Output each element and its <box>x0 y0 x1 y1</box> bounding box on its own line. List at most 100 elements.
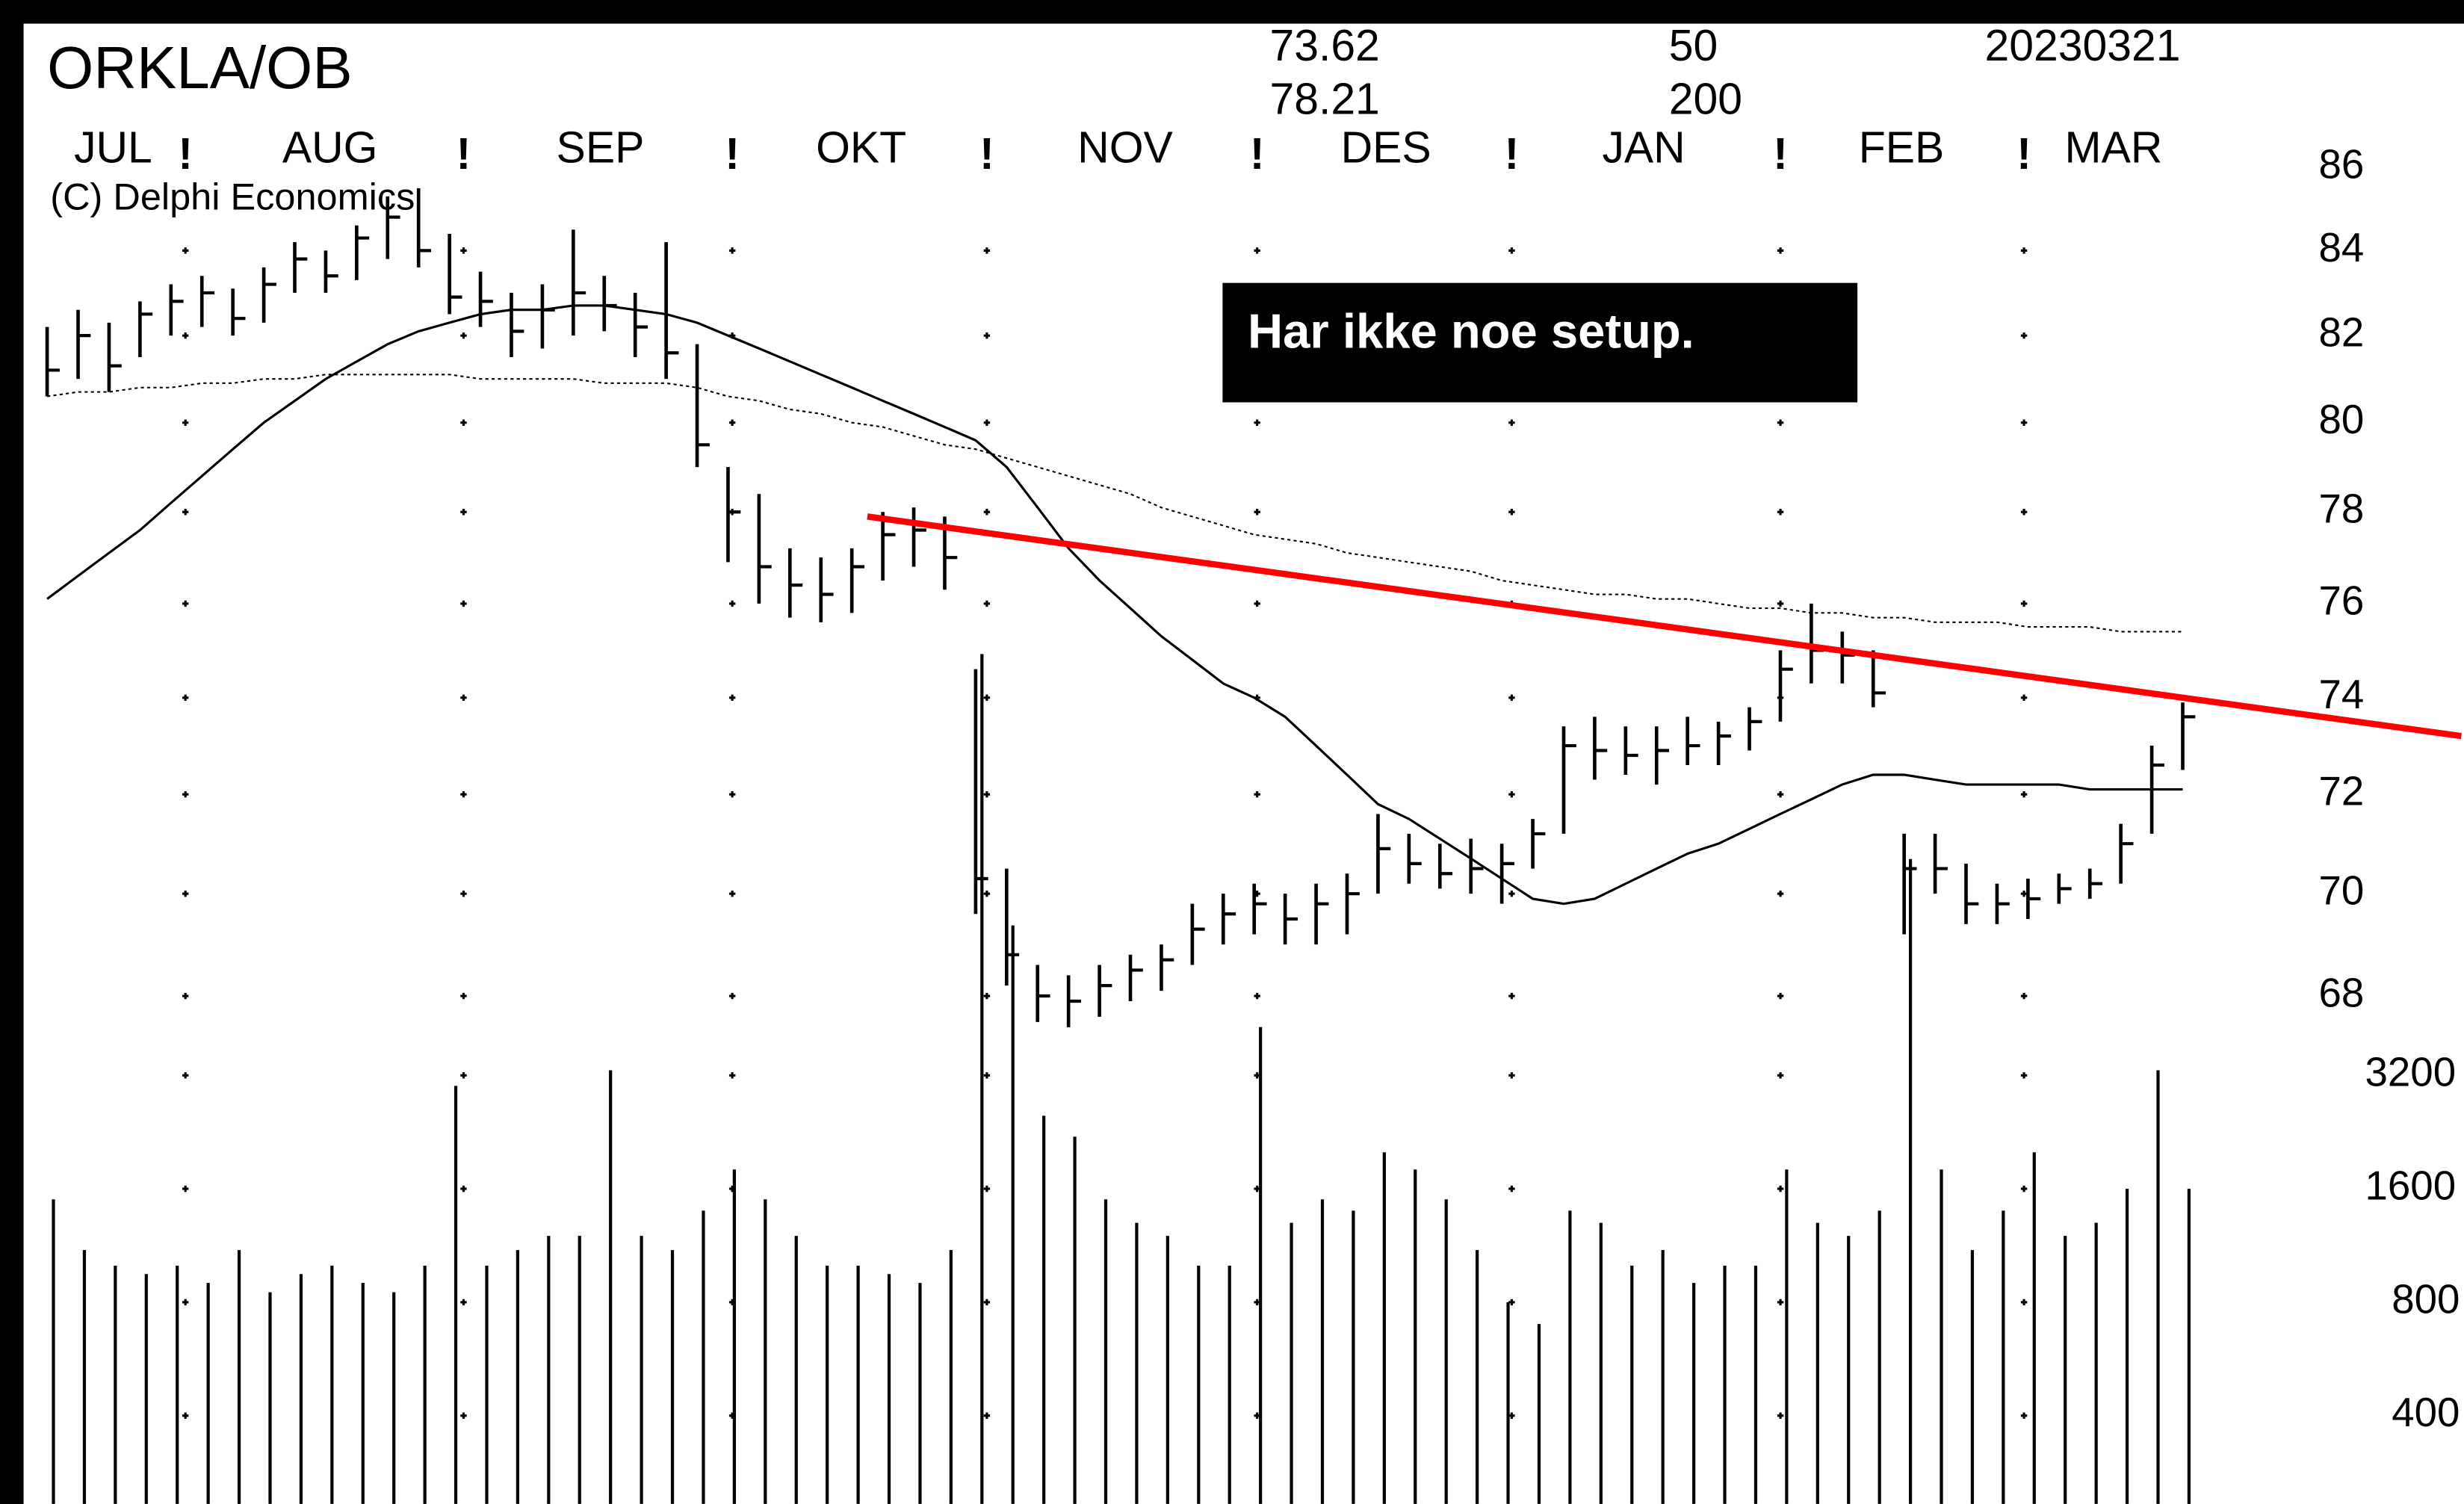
v-tick-label: 3200 <box>2365 1049 2456 1095</box>
x-tick-label: AUG <box>282 124 378 173</box>
grid-point <box>2020 419 2028 426</box>
grid-point <box>1254 419 1260 426</box>
grid-point <box>983 600 991 607</box>
x-tick-label: DES <box>1341 124 1431 173</box>
moving-average <box>46 304 2183 906</box>
grid-point <box>1777 1072 1784 1079</box>
grid-point <box>728 419 736 426</box>
grid-point <box>460 1299 467 1306</box>
grid-point <box>2020 247 2028 254</box>
y-tick-label: 68 <box>2319 969 2365 1015</box>
grid-point <box>1508 890 1515 897</box>
header-value: 78.21 <box>1269 75 1379 123</box>
grid-point <box>1777 509 1784 516</box>
grid-point <box>2020 1072 2028 1079</box>
y-tick-label: 72 <box>2319 768 2365 814</box>
y-tick-label: 84 <box>2319 224 2365 270</box>
grid-point <box>182 247 189 254</box>
annotation-box <box>1222 282 1858 403</box>
grid-point <box>1508 790 1515 798</box>
grid-point <box>1777 247 1784 254</box>
trendline <box>867 513 2462 740</box>
month-separator: ! <box>178 130 193 179</box>
grid-point <box>1777 1299 1784 1306</box>
grid-point <box>2020 600 2028 607</box>
plot-background <box>20 20 2464 1504</box>
v-tick-label: 400 <box>2392 1389 2460 1435</box>
grid-point <box>182 509 189 516</box>
grid-point <box>460 1412 467 1419</box>
grid-point <box>1777 1412 1784 1419</box>
grid-point <box>2020 1299 2028 1306</box>
x-tick-label: JAN <box>1602 124 1685 173</box>
grid-point <box>1777 992 1784 1000</box>
grid-point <box>460 509 467 516</box>
grid-point <box>2020 890 2028 897</box>
x-tick-label: JUL <box>74 124 152 173</box>
grid-point <box>460 332 467 339</box>
grid-point <box>182 1299 189 1306</box>
grid-point <box>983 890 991 897</box>
v-tick-label: 1600 <box>2365 1163 2456 1209</box>
grid-point <box>983 1412 991 1419</box>
grid-point <box>1508 247 1515 254</box>
grid-point <box>1777 419 1784 426</box>
grid-point <box>1254 600 1260 607</box>
y-tick-label: 70 <box>2319 867 2365 914</box>
grid-point <box>182 790 189 798</box>
grid-point <box>983 247 991 254</box>
grid-point <box>182 992 189 1000</box>
chart-title: ORKLA/OB <box>47 34 353 101</box>
grid-point <box>1508 694 1515 702</box>
y-tick-label: 74 <box>2319 671 2365 717</box>
month-separator: ! <box>2016 130 2031 179</box>
y-tick-label: 78 <box>2319 486 2365 532</box>
month-separator: ! <box>1773 130 1788 179</box>
grid-point <box>728 1072 736 1079</box>
grid-point <box>983 992 991 1000</box>
grid-point <box>1508 992 1515 1000</box>
grid-point <box>1254 790 1260 798</box>
header-value: 73.62 <box>1269 22 1379 70</box>
x-tick-label: FEB <box>1859 124 1945 173</box>
grid-point <box>983 332 991 339</box>
grid-point <box>1508 419 1515 426</box>
grid-point <box>182 419 189 426</box>
grid-point <box>1254 992 1260 1000</box>
grid-point <box>460 247 467 254</box>
grid-point <box>460 992 467 1000</box>
y-tick-label: 86 <box>2319 141 2365 188</box>
grid-point <box>728 992 736 1000</box>
grid-point <box>983 419 991 426</box>
grid-point <box>2020 1185 2028 1192</box>
header-value: 50 <box>1669 22 1718 70</box>
grid-point <box>182 1072 189 1079</box>
moving-average <box>46 374 2183 633</box>
grid-point <box>983 790 991 798</box>
annotation: Har ikke noe setup. <box>1248 303 1694 358</box>
grid-point <box>1508 1185 1515 1192</box>
grid-point <box>1777 1185 1784 1192</box>
grid-point <box>2020 1412 2028 1419</box>
grid-point <box>1777 600 1784 607</box>
header-value: 200 <box>1669 75 1742 123</box>
grid-point <box>182 332 189 339</box>
grid-point <box>983 1299 991 1306</box>
grid-point <box>2020 790 2028 798</box>
grid-point <box>2020 509 2028 516</box>
grid-point <box>2020 694 2028 702</box>
month-separator: ! <box>725 130 740 179</box>
header-value: 20230321 <box>1984 22 2180 70</box>
grid-point <box>460 1072 467 1079</box>
grid-point <box>983 509 991 516</box>
grid-point <box>182 1185 189 1192</box>
grid-point <box>460 694 467 702</box>
grid-point <box>182 694 189 702</box>
y-tick-label: 82 <box>2319 309 2365 356</box>
grid-point <box>1508 509 1515 516</box>
grid-point <box>460 790 467 798</box>
y-tick-label: 76 <box>2319 577 2365 623</box>
month-separator: ! <box>1505 130 1520 179</box>
month-separator: ! <box>979 130 994 179</box>
